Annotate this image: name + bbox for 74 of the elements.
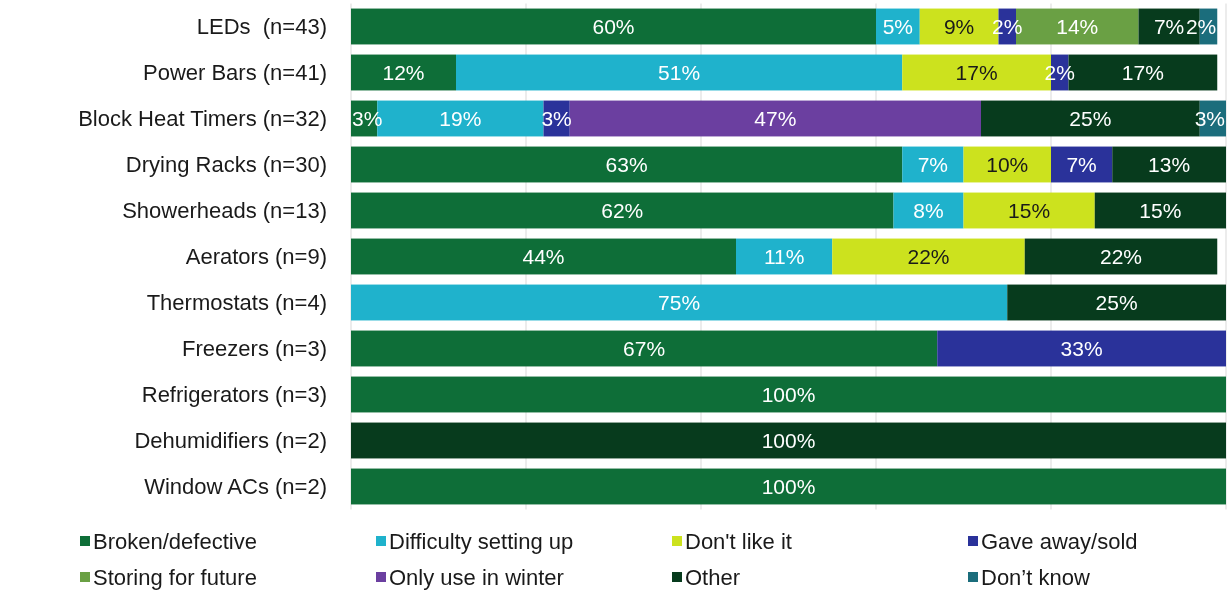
data-label: 63%	[605, 153, 648, 176]
data-label: 15%	[1139, 199, 1182, 222]
bar	[1094, 192, 1226, 229]
data-label: 12%	[382, 61, 425, 84]
data-label: 100%	[761, 429, 816, 452]
data-label: 67%	[623, 337, 666, 360]
legend-label: Broken/defective	[93, 528, 257, 554]
bar	[351, 54, 456, 91]
legend-label: Other	[685, 564, 741, 590]
data-label: 9%	[943, 15, 975, 38]
bar	[1007, 284, 1226, 321]
bar	[902, 146, 964, 183]
bar	[351, 422, 1226, 459]
data-label: 7%	[1066, 153, 1097, 176]
legend-label: Difficulty setting up	[389, 528, 574, 554]
bar	[351, 238, 736, 275]
bar	[456, 54, 903, 91]
data-label: 7%	[917, 153, 949, 176]
data-label: 17%	[955, 61, 998, 84]
bar	[832, 238, 1025, 275]
bar	[351, 284, 1008, 321]
legend-label: Gave away/sold	[981, 528, 1138, 554]
bar	[351, 376, 1226, 413]
data-label: 60%	[592, 15, 635, 38]
bar	[569, 100, 981, 137]
y-tick-label: Freezers (n=3)	[182, 336, 327, 361]
data-label: 33%	[1060, 337, 1103, 360]
y-tick-label: Power Bars (n=41)	[142, 60, 327, 85]
data-label: 100%	[761, 383, 816, 406]
y-tick-label: Refrigerators (n=3)	[141, 382, 327, 407]
data-label: 22%	[907, 245, 950, 268]
bar	[351, 146, 903, 183]
data-label: 5%	[882, 15, 914, 38]
legend-label: Don't like it	[685, 528, 792, 554]
y-tick-label: Thermostats (n=4)	[146, 290, 327, 315]
y-tick-label: Block Heat Timers (n=32)	[78, 106, 327, 131]
data-label: 11%	[763, 245, 805, 268]
data-label: 100%	[761, 475, 816, 498]
data-label: 2%	[1185, 15, 1217, 38]
bar	[963, 192, 1095, 229]
bar	[351, 330, 938, 367]
data-label: 15%	[1008, 199, 1051, 222]
data-label: 10%	[986, 153, 1029, 176]
bar	[736, 238, 833, 275]
legend-label: Don’t know	[981, 564, 1090, 590]
data-label: 22%	[1099, 245, 1143, 268]
y-tick-label: Drying Racks (n=30)	[125, 152, 327, 177]
data-label: 17%	[1121, 61, 1164, 84]
y-tick-label: Window ACs (n=2)	[144, 474, 327, 499]
data-label: 44%	[522, 245, 565, 268]
data-label: 75%	[658, 291, 701, 314]
data-label: 25%	[1095, 291, 1138, 314]
bar	[1112, 146, 1226, 183]
y-tick-label: Showerheads (n=13)	[122, 198, 327, 223]
data-label: 19%	[439, 107, 482, 130]
data-label: 3%	[1194, 107, 1225, 130]
legend-label: Only use in winter	[389, 564, 564, 590]
data-label: 7%	[1153, 15, 1185, 38]
y-tick-label: Dehumidifiers (n=2)	[134, 428, 327, 453]
legend-label: Storing for future	[93, 564, 257, 590]
data-label: 62%	[601, 199, 644, 222]
bar	[351, 8, 876, 45]
data-label: 47%	[754, 107, 797, 130]
data-label: 25%	[1069, 107, 1112, 130]
bar	[937, 330, 1226, 367]
bar	[1024, 238, 1218, 275]
y-tick-label: Aerators (n=9)	[185, 244, 327, 269]
data-label: 8%	[913, 199, 944, 222]
bar	[351, 192, 894, 229]
data-label: 51%	[658, 61, 701, 84]
data-label: 13%	[1148, 153, 1191, 176]
data-label: 14%	[1056, 15, 1099, 38]
bar	[351, 468, 1226, 505]
y-tick-label: LEDs (n=43)	[196, 14, 327, 39]
